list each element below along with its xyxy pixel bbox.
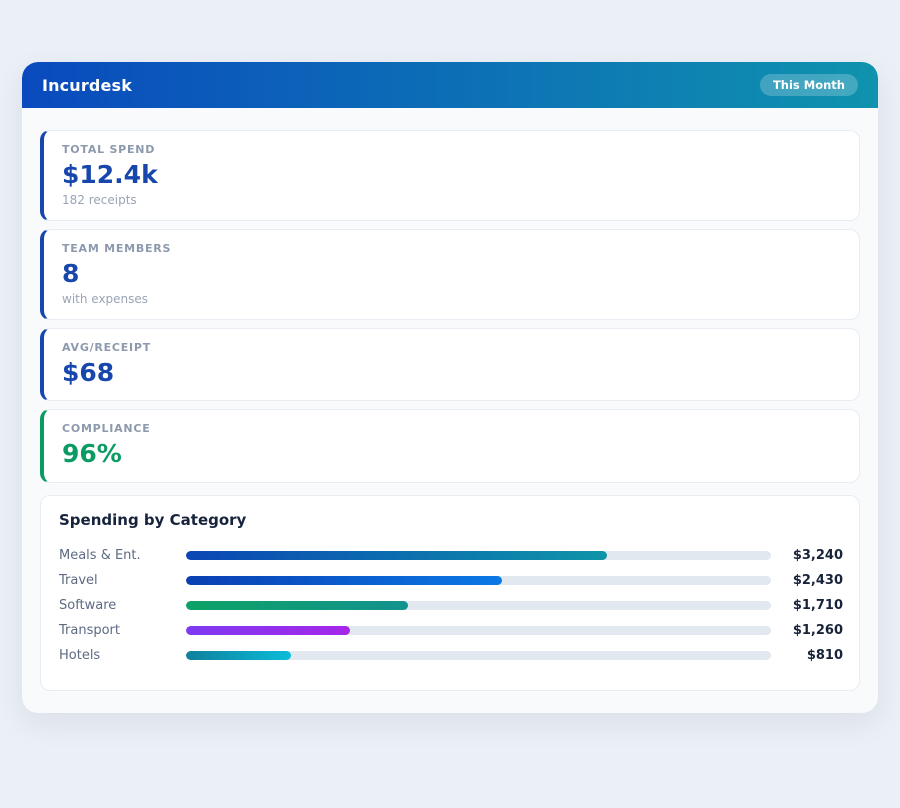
category-value: $1,710 [792, 598, 843, 613]
category-value: $3,240 [792, 548, 843, 563]
chart-title: Spending by Category [59, 511, 247, 529]
category-row: Travel $2,430 [59, 568, 843, 593]
period-badge[interactable]: This Month [759, 74, 858, 96]
stat-card: COMPLIANCE 96% [40, 409, 860, 483]
category-bar-track [186, 601, 771, 610]
stat-label: TOTAL SPEND [62, 143, 156, 156]
app-window: Incurdesk This Month TOTAL SPEND $12.4k … [22, 62, 878, 713]
category-label: Hotels [59, 648, 101, 663]
stat-card-list: TOTAL SPEND $12.4k 182 receipts TEAM MEM… [40, 130, 860, 483]
category-bar-track [186, 576, 771, 585]
category-label: Travel [59, 573, 98, 588]
category-bar-chart: Meals & Ent. $3,240 Travel $2,430 Softwa… [59, 543, 843, 668]
spending-by-category-card: Spending by Category Meals & Ent. $3,240… [40, 495, 860, 691]
category-row: Transport $1,260 [59, 618, 843, 643]
category-value: $1,260 [792, 623, 843, 638]
stat-value: 96% [62, 439, 122, 469]
stat-card: AVG/RECEIPT $68 [40, 327, 860, 402]
category-row: Software $1,710 [59, 593, 843, 618]
stat-label: TEAM MEMBERS [62, 241, 172, 255]
category-bar-track [186, 651, 771, 660]
category-bar-fill [186, 576, 502, 585]
category-bar-track [186, 551, 771, 560]
category-bar-track [186, 626, 771, 635]
stat-subtext: with expenses [62, 291, 149, 306]
category-bar-fill [186, 651, 292, 660]
stat-card: TEAM MEMBERS 8 with expenses [40, 228, 860, 320]
category-value: $2,430 [792, 573, 843, 588]
category-bar-fill [186, 601, 409, 610]
category-bar-fill [186, 551, 608, 560]
category-label: Software [59, 598, 117, 613]
stat-card: TOTAL SPEND $12.4k 182 receipts [40, 130, 860, 221]
category-row: Hotels $810 [59, 643, 843, 668]
app-header: Incurdesk This Month [22, 62, 878, 108]
stat-value: $68 [62, 357, 115, 387]
stat-value: 8 [62, 258, 80, 288]
app-title: Incurdesk [42, 75, 133, 95]
stat-subtext: 182 receipts [62, 192, 137, 207]
stat-label: AVG/RECEIPT [62, 340, 152, 354]
stat-label: COMPLIANCE [62, 422, 151, 436]
category-label: Meals & Ent. [59, 548, 141, 563]
category-row: Meals & Ent. $3,240 [59, 543, 843, 568]
dashboard-content: TOTAL SPEND $12.4k 182 receipts TEAM MEM… [22, 108, 878, 713]
category-value: $810 [806, 648, 843, 663]
category-label: Transport [59, 623, 121, 638]
category-bar-fill [186, 626, 350, 635]
stat-value: $12.4k [62, 160, 158, 189]
